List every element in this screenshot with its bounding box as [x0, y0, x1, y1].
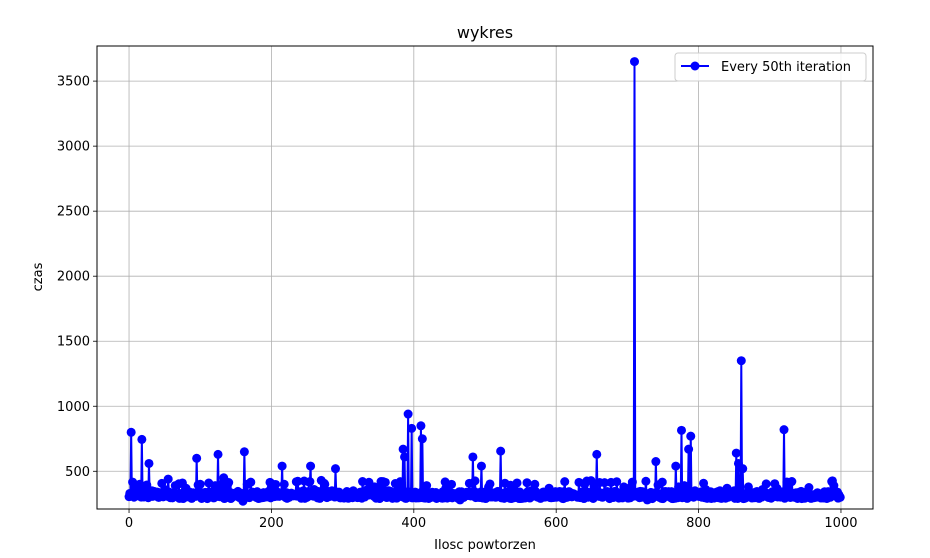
legend-box	[674, 52, 867, 82]
data-point	[560, 477, 570, 487]
data-point	[192, 453, 202, 463]
plot-frame	[96, 45, 874, 510]
data-point	[398, 444, 408, 454]
x-tick-label: 200	[259, 516, 284, 531]
data-point	[447, 479, 457, 489]
data-point	[331, 464, 340, 474]
data-point	[279, 479, 289, 489]
chart-title: wykres	[457, 23, 513, 42]
data-point	[271, 479, 281, 489]
data-point	[641, 476, 651, 486]
y-tick-label: 2500	[57, 205, 90, 220]
data-point	[417, 434, 427, 444]
data-point	[485, 479, 495, 489]
legend-marker-swatch	[690, 61, 700, 71]
data-point	[380, 477, 390, 487]
data-point	[407, 423, 417, 433]
y-tick-label: 2000	[57, 270, 90, 285]
data-point	[306, 461, 316, 471]
y-tick-label: 3000	[57, 140, 90, 155]
axis-ticks: 0 200 400 600 800 1000 500 1000 1500 2000 2500 3000…	[57, 75, 858, 531]
data-point	[679, 481, 689, 491]
data-point	[684, 444, 694, 454]
data-point	[779, 425, 789, 435]
data-point	[736, 356, 746, 366]
series-layer	[124, 57, 845, 506]
data-point	[403, 409, 413, 419]
data-point	[512, 478, 522, 488]
data-point	[671, 461, 681, 471]
data-point	[600, 478, 610, 488]
data-point	[395, 477, 405, 487]
data-point	[224, 478, 234, 488]
x-tick-label: 600	[544, 516, 569, 531]
x-tick-label: 800	[686, 516, 711, 531]
y-tick-label: 3500	[57, 75, 90, 90]
x-tick-label: 400	[401, 516, 426, 531]
data-point	[126, 427, 136, 437]
data-point	[592, 449, 602, 459]
data-point	[476, 461, 486, 471]
data-point	[144, 458, 154, 468]
data-point	[277, 461, 287, 471]
data-point	[213, 449, 223, 459]
y-axis-label: czas	[31, 262, 46, 291]
y-tick-label: 1000	[57, 400, 90, 415]
data-point	[522, 478, 532, 488]
y-tick-label: 500	[65, 465, 90, 480]
data-point	[246, 477, 256, 487]
data-point	[142, 480, 152, 490]
legend: Every 50th iteration	[674, 52, 867, 82]
data-point	[731, 448, 741, 458]
data-point	[320, 479, 330, 489]
data-point	[137, 434, 147, 444]
data-point	[422, 481, 432, 491]
x-tick-label: 0	[125, 516, 133, 531]
data-point	[470, 476, 480, 486]
data-point	[835, 492, 845, 502]
data-point	[163, 474, 173, 484]
data-point	[305, 477, 315, 487]
data-point	[657, 477, 667, 487]
x-axis-label: Ilosc powtorzen	[434, 538, 536, 553]
data-point	[651, 457, 661, 467]
data-point	[400, 452, 410, 462]
x-tick-label: 1000	[824, 516, 857, 531]
data-point	[612, 477, 622, 487]
data-point	[738, 464, 748, 474]
data-point	[676, 425, 686, 435]
plot-area	[97, 46, 873, 509]
data-point	[468, 452, 478, 462]
data-point	[293, 476, 303, 486]
data-point	[530, 479, 540, 489]
data-point	[496, 446, 506, 456]
data-point	[627, 477, 637, 487]
data-point	[195, 479, 205, 489]
data-point	[416, 421, 426, 431]
data-point	[761, 479, 771, 489]
y-tick-label: 1500	[57, 335, 90, 350]
data-point	[239, 447, 249, 457]
data-point	[630, 57, 639, 67]
data-point	[787, 477, 797, 487]
legend-label: Every 50th iteration	[721, 60, 851, 75]
data-point	[686, 431, 696, 441]
